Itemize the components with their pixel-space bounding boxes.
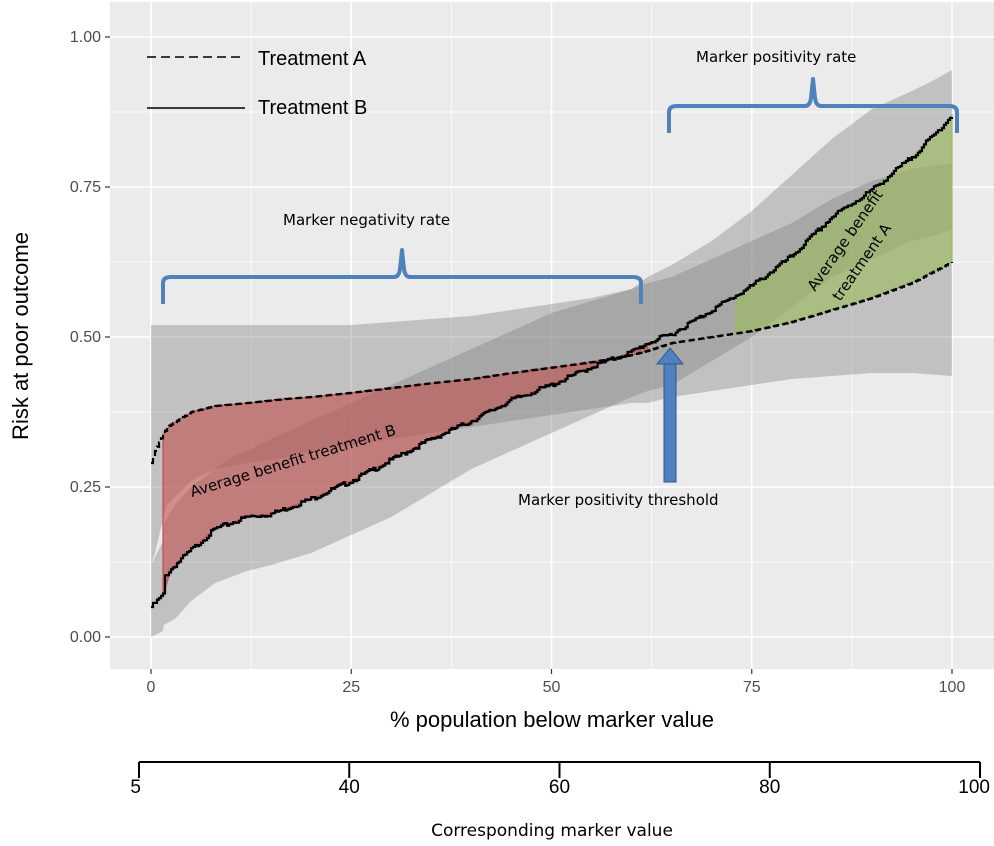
secondary-tick-label: 80 bbox=[759, 777, 780, 798]
secondary-tick-label: 60 bbox=[549, 777, 570, 798]
series-line-treatment-a bbox=[151, 261, 954, 465]
x-axis-title: % population below marker value bbox=[390, 707, 714, 732]
ci-ribbon-treatment-b bbox=[151, 70, 952, 637]
x-tick-label: 100 bbox=[939, 679, 966, 696]
gridlines bbox=[110, 2, 994, 669]
secondary-tick-label: 40 bbox=[339, 777, 360, 798]
legend: Treatment A Treatment B bbox=[147, 48, 367, 119]
secondary-axis: 5 40 60 80 100 Corresponding marker value bbox=[130, 761, 990, 841]
threshold-arrow-head bbox=[655, 347, 685, 365]
confidence-ribbons bbox=[151, 70, 952, 637]
ci-ribbon-treatment-a bbox=[151, 163, 952, 565]
y-tick-label: 0.25 bbox=[70, 479, 101, 496]
annotation-negativity-rate: Marker negativity rate bbox=[283, 211, 450, 229]
secondary-tick-label: 100 bbox=[958, 777, 990, 798]
y-tick-label: 0.75 bbox=[70, 179, 101, 196]
secondary-tick-label: 5 bbox=[130, 777, 141, 798]
y-tick-label: 0.50 bbox=[70, 329, 101, 346]
series-line-treatment-b bbox=[151, 116, 954, 609]
bracket-negativity bbox=[161, 248, 643, 304]
annotation-threshold: Marker positivity threshold bbox=[518, 491, 719, 509]
legend-label-treatment-b: Treatment B bbox=[258, 97, 367, 119]
x-tick-label: 25 bbox=[342, 679, 360, 696]
y-tick-label: 1.00 bbox=[70, 29, 101, 46]
annotation-positivity-rate: Marker positivity rate bbox=[696, 48, 856, 66]
series-lines bbox=[151, 116, 954, 609]
y-tick-label: 0.00 bbox=[70, 629, 101, 646]
axes: 0.00 0.25 0.50 0.75 1.00 0 25 50 75 100 % populati… bbox=[8, 29, 965, 732]
y-axis-title: Risk at poor outcome bbox=[8, 232, 33, 440]
threshold-arrow-shaft bbox=[663, 361, 677, 483]
secondary-axis-title: Corresponding marker value bbox=[431, 821, 673, 841]
x-tick-label: 75 bbox=[743, 679, 761, 696]
legend-label-treatment-a: Treatment A bbox=[258, 48, 367, 70]
bracket-positivity bbox=[667, 77, 959, 133]
x-tick-label: 50 bbox=[543, 679, 561, 696]
x-tick-label: 0 bbox=[147, 679, 156, 696]
